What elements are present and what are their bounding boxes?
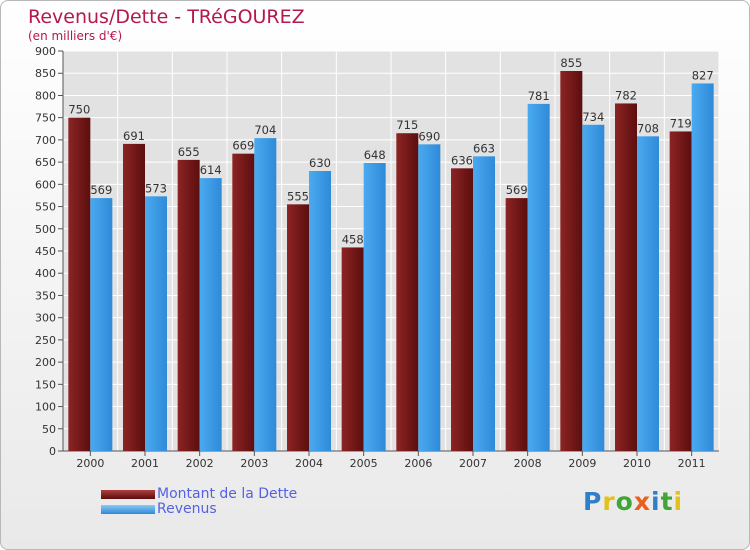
y-tick-label: 850 — [35, 67, 56, 80]
bar-revenus — [637, 136, 659, 452]
value-label-revenus: 781 — [528, 89, 550, 103]
bar-revenus — [145, 196, 167, 451]
y-tick-label: 300 — [35, 312, 56, 325]
value-label-dette: 750 — [68, 103, 90, 117]
x-tick-label: 2001 — [131, 457, 159, 470]
logo-letter: i — [673, 487, 684, 516]
chart-subtitle: (en milliers d'€) — [28, 29, 123, 43]
logo-letter: r — [602, 487, 616, 516]
x-tick-label: 2005 — [350, 457, 378, 470]
value-label-dette: 782 — [615, 88, 637, 102]
legend-label-dette: Montant de la Dette — [157, 486, 298, 502]
bar-revenus — [199, 178, 222, 451]
legend-swatch-dette — [101, 490, 155, 499]
value-label-dette: 669 — [232, 139, 254, 153]
x-tick-label: 2011 — [678, 457, 706, 470]
value-label-dette: 855 — [560, 56, 582, 70]
legend-label-revenus: Revenus — [157, 501, 217, 517]
y-tick-label: 100 — [35, 401, 56, 414]
bar-revenus — [90, 198, 113, 451]
bar-revenus — [418, 144, 441, 452]
value-label-dette: 458 — [342, 232, 364, 246]
x-tick-label: 2009 — [568, 457, 596, 470]
x-tick-label: 2003 — [240, 457, 268, 470]
logo-letter: o — [615, 487, 634, 516]
logo-letter: i — [651, 487, 661, 516]
value-label-dette: 691 — [123, 129, 145, 143]
bar-dette — [451, 168, 473, 452]
value-label-revenus: 614 — [200, 163, 222, 177]
y-tick-label: 600 — [35, 178, 56, 191]
bar-revenus — [363, 163, 386, 451]
value-label-dette: 715 — [396, 118, 418, 132]
value-label-revenus: 569 — [90, 183, 112, 197]
bar-revenus — [582, 124, 605, 452]
value-label-revenus: 704 — [254, 123, 276, 137]
bar-dette — [615, 103, 637, 451]
y-tick-label: 800 — [35, 89, 56, 102]
y-tick-label: 700 — [35, 134, 56, 147]
bar-dette — [396, 133, 419, 451]
bar-revenus — [527, 103, 550, 451]
y-tick-label: 250 — [35, 334, 56, 347]
value-label-revenus: 734 — [582, 110, 604, 124]
logo-letter: x — [633, 487, 651, 516]
legend-swatch-revenus — [101, 505, 155, 514]
bar-revenus — [473, 156, 495, 452]
bar-dette — [287, 204, 309, 451]
y-tick-label: 150 — [35, 378, 56, 391]
logo-letter: P — [583, 487, 603, 516]
bar-revenus — [691, 83, 714, 451]
bar-dette — [68, 117, 91, 452]
y-tick-label: 0 — [49, 445, 56, 458]
value-label-dette: 569 — [506, 183, 528, 197]
value-label-revenus: 648 — [364, 148, 386, 162]
bar-dette — [123, 143, 145, 451]
bar-dette — [560, 71, 583, 451]
y-tick-label: 400 — [35, 267, 56, 280]
y-tick-label: 650 — [35, 156, 56, 169]
x-tick-label: 2002 — [186, 457, 214, 470]
value-label-revenus: 663 — [473, 141, 495, 155]
y-tick-label: 900 — [35, 45, 56, 58]
bar-dette — [505, 198, 528, 451]
value-label-dette: 655 — [178, 145, 200, 159]
bar-dette — [669, 131, 692, 451]
y-tick-label: 200 — [35, 356, 56, 369]
y-tick-label: 50 — [42, 423, 56, 436]
value-label-revenus: 630 — [309, 156, 331, 170]
bar-dette — [341, 247, 364, 451]
logo-letter: t — [660, 487, 674, 516]
y-tick-label: 500 — [35, 223, 56, 236]
y-tick-label: 450 — [35, 245, 56, 258]
value-label-revenus: 708 — [637, 121, 659, 135]
value-label-dette: 719 — [670, 116, 692, 130]
x-tick-label: 2006 — [404, 457, 432, 470]
value-label-revenus: 827 — [692, 68, 714, 82]
bar-revenus — [254, 138, 277, 451]
proxiti-logo: Proxiti — [583, 487, 683, 516]
x-tick-label: 2010 — [623, 457, 651, 470]
y-tick-label: 750 — [35, 112, 56, 125]
x-tick-label: 2000 — [76, 457, 104, 470]
bar-dette — [177, 159, 200, 451]
bar-dette — [232, 153, 255, 451]
value-label-revenus: 573 — [145, 181, 167, 195]
x-tick-label: 2008 — [514, 457, 542, 470]
chart-title: Revenus/Dette - TRéGOUREZ — [28, 6, 305, 28]
bar-revenus — [309, 171, 331, 451]
value-label-dette: 555 — [287, 189, 309, 203]
x-tick-label: 2004 — [295, 457, 323, 470]
y-tick-label: 550 — [35, 201, 56, 214]
value-label-revenus: 690 — [418, 129, 440, 143]
value-label-dette: 636 — [451, 153, 473, 167]
x-tick-label: 2007 — [459, 457, 487, 470]
y-tick-label: 350 — [35, 289, 56, 302]
